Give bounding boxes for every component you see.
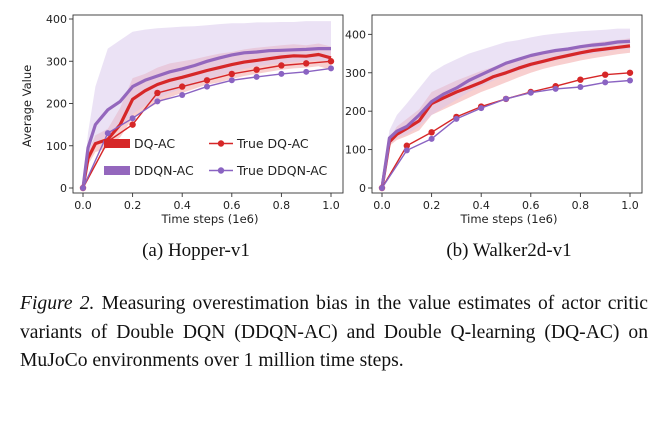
- point-true-dq-ac: [203, 77, 211, 84]
- x-tick-label: 0.6: [522, 199, 540, 212]
- subcaption-b: (b) Walker2d-v1: [446, 240, 571, 261]
- legend-label-true-ddqn-ac: True DDQN-AC: [236, 163, 328, 178]
- y-tick-label: 200: [345, 105, 366, 118]
- x-tick-label: 0.2: [423, 199, 441, 212]
- x-tick-label: 0.0: [74, 199, 92, 212]
- y-tick-label: 100: [345, 144, 366, 157]
- y-tick-label: 0: [359, 182, 366, 195]
- point-true-ddqn-ac: [503, 95, 509, 102]
- subcaption-a: (a) Hopper-v1: [142, 240, 250, 261]
- x-tick-label: 0.2: [124, 199, 142, 212]
- point-true-ddqn-ac: [253, 73, 260, 80]
- legend-label-dq-ac: DQ-AC: [134, 136, 175, 151]
- point-true-dq-ac: [403, 142, 410, 149]
- point-true-dq-ac: [428, 129, 435, 136]
- x-axis-title: Time steps (1e6): [160, 212, 258, 226]
- point-true-dq-ac: [179, 83, 186, 90]
- caption-text: Measuring overestimation bias in the val…: [20, 293, 648, 371]
- legend-label-ddqn-ac: DDQN-AC: [134, 163, 194, 178]
- line-dq-ac: [81, 52, 332, 189]
- point-true-ddqn-ac: [627, 77, 633, 84]
- x-tick-label: 0.4: [472, 199, 490, 212]
- line-dq-ac: [380, 44, 631, 189]
- point-true-dq-ac: [602, 71, 609, 78]
- legend: DQ-AC DDQN-AC True DQ-AC True DDQN-AC: [104, 136, 328, 178]
- point-true-dq-ac: [129, 121, 136, 128]
- legend-label-true-dq-ac: True DQ-AC: [236, 136, 309, 151]
- y-tick-label: 300: [46, 55, 67, 68]
- point-true-ddqn-ac: [577, 83, 584, 90]
- point-true-ddqn-ac: [104, 130, 111, 137]
- panel-walker2d: 0 100 200 300 400 0.0 0.2 0.4 0.6 0.8 1.0 Time step…: [345, 14, 643, 226]
- point-true-dq-ac: [228, 70, 235, 78]
- y-axis-title: Average Value: [20, 65, 34, 147]
- y-tick-label: 100: [46, 140, 67, 153]
- point-true-ddqn-ac: [303, 68, 310, 75]
- line-ddqn-ac: [81, 46, 331, 189]
- plot-frame: [371, 14, 643, 194]
- y-tick-label: 400: [46, 13, 67, 26]
- point-true-ddqn-ac: [80, 185, 86, 191]
- point-true-dq-ac: [626, 69, 634, 76]
- caption-label: Figure 2.: [20, 293, 95, 314]
- x-tick-label: 1.0: [621, 199, 639, 212]
- point-true-dq-ac: [303, 60, 310, 67]
- legend-marker-true-dq-ac: [217, 140, 225, 147]
- y-tick-label: 300: [345, 67, 366, 80]
- point-true-ddqn-ac: [179, 92, 186, 99]
- y-tick-label: 200: [46, 98, 67, 111]
- point-true-dq-ac: [154, 89, 161, 97]
- point-true-ddqn-ac: [478, 105, 485, 112]
- x-tick-label: 0.6: [223, 199, 241, 212]
- x-axis-title: Time steps (1e6): [459, 212, 557, 226]
- x-tick-label: 0.8: [273, 199, 291, 212]
- point-true-ddqn-ac: [129, 115, 136, 122]
- point-true-ddqn-ac: [527, 89, 534, 96]
- point-true-ddqn-ac: [204, 83, 210, 90]
- band-ddqn-ac: [382, 28, 630, 188]
- point-true-dq-ac: [327, 58, 335, 65]
- point-true-ddqn-ac: [328, 65, 334, 72]
- y-tick-label: 0: [60, 182, 67, 195]
- point-true-ddqn-ac: [602, 79, 609, 86]
- point-true-dq-ac: [253, 66, 260, 73]
- x-tick-label: 1.0: [322, 199, 340, 212]
- figure-caption: Figure 2. Measuring overestimation bias …: [20, 290, 648, 376]
- band-ddqn-ac: [83, 21, 331, 188]
- legend-swatch-ddqn-ac: [104, 166, 130, 175]
- point-true-ddqn-ac: [228, 77, 235, 84]
- x-tick-label: 0.0: [373, 199, 391, 212]
- plot-frame: [72, 14, 344, 194]
- x-tick-label: 0.4: [173, 199, 191, 212]
- panel-hopper: 0 100 200 300 400 0.0 0.2 0.4 0.6 0.8 1.0 Time step…: [20, 13, 344, 226]
- point-true-ddqn-ac: [453, 115, 460, 122]
- point-true-ddqn-ac: [154, 98, 161, 105]
- point-true-ddqn-ac: [278, 70, 285, 77]
- point-true-ddqn-ac: [379, 185, 385, 191]
- line-ddqn-ac: [380, 39, 631, 189]
- point-true-dq-ac: [577, 76, 584, 83]
- figure: 0 100 200 300 400 0.0 0.2 0.4 0.6 0.8 1.0 Time step…: [20, 13, 643, 261]
- point-true-dq-ac: [278, 62, 285, 69]
- point-true-ddqn-ac: [428, 135, 435, 142]
- legend-marker-true-ddqn-ac: [217, 167, 225, 174]
- y-tick-label: 400: [345, 28, 366, 41]
- legend-swatch-dq-ac: [104, 139, 130, 148]
- point-true-ddqn-ac: [552, 85, 559, 92]
- x-tick-label: 0.8: [572, 199, 590, 212]
- point-true-ddqn-ac: [403, 147, 410, 154]
